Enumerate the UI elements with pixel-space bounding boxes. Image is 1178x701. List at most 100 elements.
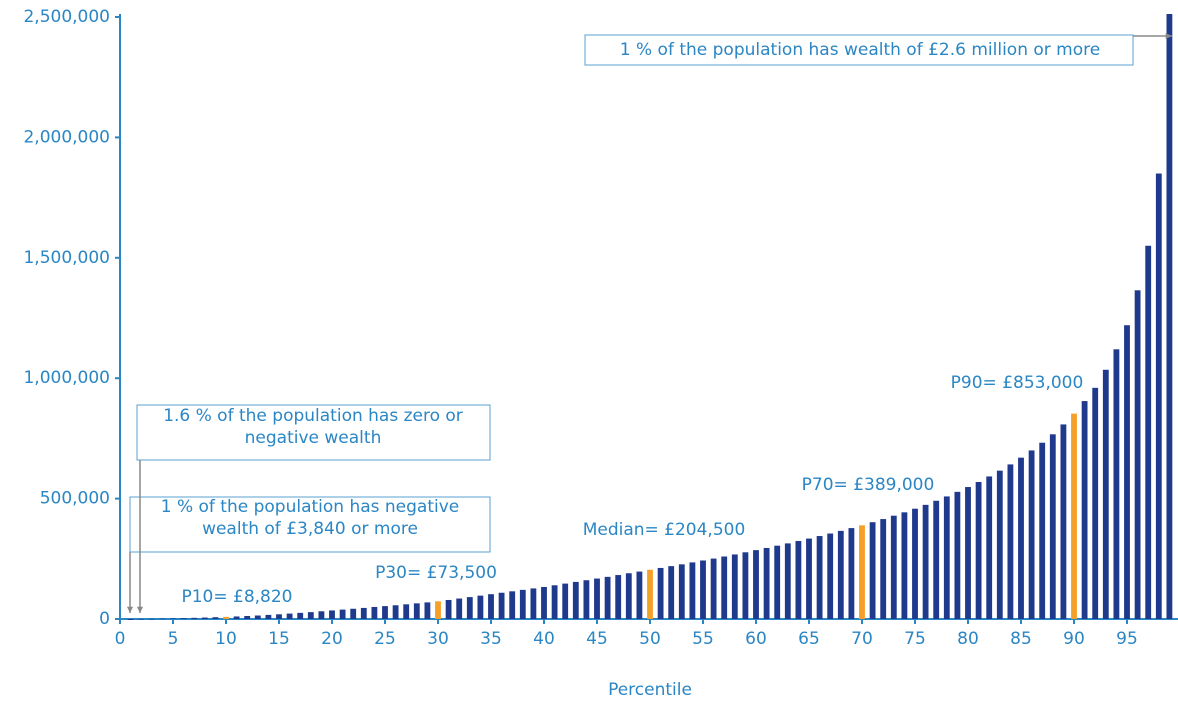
- y-tick-label: 1,000,000: [23, 368, 110, 388]
- bar: [1113, 349, 1120, 619]
- bar: [519, 589, 526, 619]
- x-tick-label: 70: [851, 629, 873, 649]
- bar: [488, 594, 494, 619]
- bar: [965, 487, 971, 619]
- bar: [435, 601, 441, 619]
- bar: [837, 530, 844, 619]
- x-tick-label: 90: [1063, 629, 1085, 649]
- bar: [170, 618, 176, 619]
- bar: [223, 616, 229, 619]
- bar: [933, 500, 940, 619]
- bar: [212, 617, 219, 619]
- bar: [572, 581, 579, 619]
- bar: [392, 605, 399, 619]
- bar: [742, 552, 749, 619]
- x-tick-label: 50: [639, 629, 661, 649]
- bar: [795, 540, 802, 619]
- bar: [784, 543, 791, 619]
- bar: [848, 528, 855, 619]
- bar: [869, 522, 876, 619]
- annotation-text: P10= £8,820: [181, 587, 292, 607]
- bar: [307, 612, 314, 619]
- bar: [382, 606, 388, 619]
- bar: [530, 588, 537, 619]
- bar: [1092, 387, 1099, 619]
- bar: [625, 573, 632, 619]
- annotation-text: Median= £204,500: [583, 520, 746, 540]
- bar: [1007, 464, 1014, 619]
- bar: [1124, 325, 1130, 619]
- bar: [996, 470, 1003, 619]
- bar: [594, 578, 600, 619]
- x-tick-label: 40: [533, 629, 555, 649]
- bar: [1071, 413, 1077, 619]
- bar: [922, 504, 929, 619]
- bar: [912, 508, 918, 619]
- bar: [1049, 434, 1056, 619]
- bar: [541, 586, 547, 619]
- bar: [816, 536, 823, 619]
- bar: [986, 476, 993, 619]
- x-tick-label: 65: [798, 629, 820, 649]
- bar: [477, 595, 484, 619]
- x-tick-label: 35: [480, 629, 502, 649]
- bar: [647, 569, 653, 619]
- y-tick-label: 0: [99, 609, 110, 629]
- bar: [138, 619, 145, 620]
- bar: [339, 609, 346, 619]
- bar: [466, 597, 473, 619]
- annotation-box: [584, 34, 1134, 66]
- bar: [1028, 450, 1035, 619]
- x-tick-label: 45: [586, 629, 608, 649]
- bar: [859, 525, 865, 619]
- annotation-box: [129, 496, 491, 553]
- x-tick-label: 80: [957, 629, 979, 649]
- bar: [127, 619, 134, 620]
- bar: [1039, 442, 1046, 619]
- bar: [318, 611, 325, 619]
- bar: [148, 618, 155, 620]
- bar: [943, 496, 950, 619]
- arrow-head: [1165, 32, 1172, 40]
- annotation-text: negative wealth: [245, 428, 382, 448]
- x-tick-label: 15: [268, 629, 290, 649]
- bar: [498, 592, 505, 619]
- bar: [1166, 14, 1173, 620]
- bar: [1145, 245, 1152, 619]
- bar: [901, 512, 908, 619]
- annotation-text: 1 % of the population has negative: [161, 497, 460, 517]
- bar: [890, 515, 897, 619]
- y-tick-label: 2,000,000: [23, 127, 110, 147]
- arrow-head: [126, 606, 134, 613]
- y-tick-label: 2,500,000: [23, 7, 110, 27]
- annotation-text: 1.6 % of the population has zero or: [163, 406, 463, 426]
- bar: [286, 613, 293, 619]
- bars: [127, 14, 1173, 620]
- bar: [191, 617, 198, 619]
- bar: [1155, 173, 1162, 619]
- bar: [753, 550, 759, 619]
- bar: [509, 591, 516, 619]
- bar: [806, 538, 812, 619]
- bar: [1081, 401, 1088, 619]
- y-tick-label: 500,000: [40, 489, 110, 509]
- bar: [880, 519, 887, 619]
- x-tick-label: 0: [115, 629, 126, 649]
- x-axis-label: Percentile: [608, 680, 692, 700]
- annotation-text: P30= £73,500: [375, 563, 497, 583]
- bar: [254, 615, 261, 619]
- bar: [265, 614, 272, 619]
- x-tick-label: 20: [321, 629, 343, 649]
- bar: [551, 585, 558, 619]
- annotation-text: P90= £853,000: [951, 373, 1084, 393]
- bar: [774, 545, 781, 619]
- bar: [975, 481, 982, 619]
- bar: [233, 616, 240, 619]
- bar: [700, 560, 706, 619]
- bar: [1134, 290, 1141, 619]
- x-tick-label: 95: [1116, 629, 1138, 649]
- bar: [201, 617, 208, 619]
- bar: [668, 566, 675, 619]
- x-tick-label: 75: [904, 629, 926, 649]
